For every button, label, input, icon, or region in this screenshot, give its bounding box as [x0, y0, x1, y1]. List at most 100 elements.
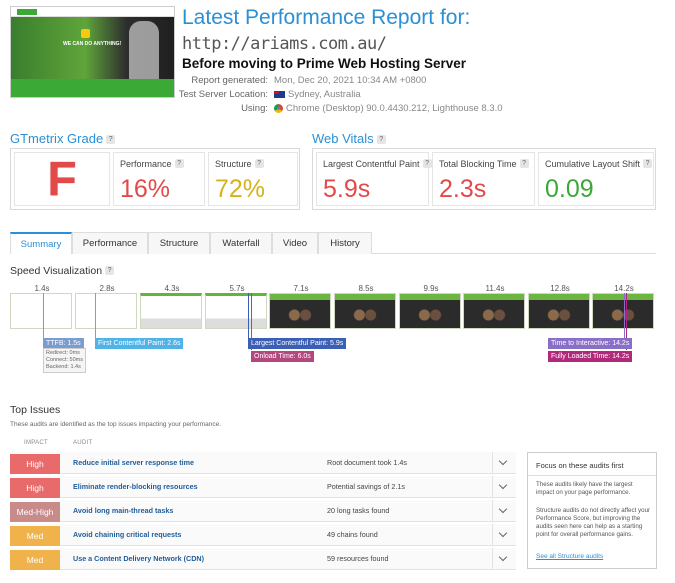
tab-structure[interactable]: Structure	[148, 232, 210, 254]
lcp-line	[248, 293, 249, 338]
report-url[interactable]: http://ariams.com.au/	[182, 34, 387, 54]
thumbnail-footer	[11, 79, 174, 97]
tick-label: 7.1s	[293, 284, 309, 293]
structure-value: 72%	[215, 175, 266, 203]
gtmetrix-grade-heading: GTmetrix Grade?	[10, 131, 116, 146]
thumbnail-person	[129, 21, 159, 79]
structure-cell: Structure? 72%	[208, 152, 298, 206]
expand-toggle[interactable]	[492, 500, 516, 522]
tbt-label: Total Blocking Time	[439, 159, 517, 169]
tab-history[interactable]: History	[318, 232, 372, 254]
tbt-value: 2.3s	[439, 175, 487, 203]
filmstrip-frame[interactable]	[269, 293, 331, 329]
tick-label: 2.8s	[99, 284, 115, 293]
ttfb-redirect: Redirect: 0ms	[46, 350, 80, 356]
audit-name[interactable]: Avoid chaining critical requests	[73, 530, 182, 539]
audit-result: Potential savings of 2.1s	[327, 482, 405, 491]
thumbnail-hexagon-icon	[81, 29, 90, 38]
filmstrip-frame[interactable]	[592, 293, 654, 329]
tick-label: 11.4s	[485, 284, 505, 293]
issue-row[interactable]: High Reduce initial server response time…	[10, 452, 516, 474]
filmstrip-frame[interactable]	[205, 293, 267, 329]
audit-name[interactable]: Reduce initial server response time	[73, 458, 195, 467]
help-icon[interactable]: ?	[519, 159, 529, 168]
impact-badge: Med	[10, 550, 60, 570]
fully-loaded-marker: Fully Loaded Time: 14.2s	[548, 351, 633, 362]
ttfb-backend: Backend: 1.4s	[46, 364, 81, 370]
impact-badge: High	[10, 478, 60, 498]
lcp-label-wrap: Largest Contentful Paint?	[323, 159, 432, 169]
filmstrip-frame[interactable]	[75, 293, 137, 329]
filmstrip-frame[interactable]	[140, 293, 202, 329]
report-generated-label: Report generated:	[191, 75, 268, 86]
tick-label: 14.2s	[614, 284, 634, 293]
audit-result: Root document took 1.4s	[327, 458, 407, 467]
web-vitals-panel: Largest Contentful Paint? 5.9s Total Blo…	[312, 148, 656, 210]
issue-row[interactable]: Med Use a Content Delivery Network (CDN)…	[10, 548, 516, 570]
audit-name[interactable]: Eliminate render-blocking resources	[73, 482, 198, 491]
cls-value: 0.09	[545, 175, 594, 203]
fcp-marker: First Contentful Paint: 2.6s	[95, 338, 184, 349]
focus-paragraph-1: These audits likely have the largest imp…	[536, 481, 633, 496]
performance-value: 16%	[120, 175, 171, 203]
audit-name[interactable]: Use a Content Delivery Network (CDN)	[73, 554, 204, 563]
tab-video[interactable]: Video	[272, 232, 318, 254]
impact-badge: Med	[10, 526, 60, 546]
lcp-marker: Largest Contentful Paint: 5.9s	[248, 338, 347, 349]
tick-label: 4.3s	[164, 284, 180, 293]
chrome-icon	[274, 103, 283, 113]
tick-label: 1.4s	[34, 284, 50, 293]
chevron-down-icon	[499, 506, 507, 514]
help-icon[interactable]: ?	[422, 159, 432, 168]
filmstrip-frame[interactable]	[399, 293, 461, 329]
focus-title: Focus on these audits first	[536, 461, 624, 470]
ttfb-breakdown: Redirect: 0ms Connect: 50ms Backend: 1.4…	[43, 348, 86, 373]
chevron-down-icon	[499, 458, 507, 466]
report-tabs: Summary Performance Structure Waterfall …	[10, 232, 656, 254]
australia-flag-icon	[274, 90, 285, 98]
structure-label: Structure	[215, 159, 252, 169]
expand-toggle[interactable]	[492, 524, 516, 546]
audit-name[interactable]: Avoid long main-thread tasks	[73, 506, 174, 515]
using-value-wrap: Chrome (Desktop) 90.0.4430.212, Lighthou…	[274, 103, 503, 114]
expand-toggle[interactable]	[492, 548, 516, 570]
report-generated-value: Mon, Dec 20, 2021 10:34 AM +0800	[274, 75, 427, 86]
audit-result: 20 long tasks found	[327, 506, 390, 515]
ttfb-marker: TTFB: 1.5s	[43, 338, 84, 349]
issue-row[interactable]: Med-High Avoid long main-thread tasks 20…	[10, 500, 516, 522]
cls-label-wrap: Cumulative Layout Shift?	[545, 159, 653, 169]
gtmetrix-grade-panel: F Performance? 16% Structure? 72%	[10, 148, 300, 210]
expand-toggle[interactable]	[492, 476, 516, 498]
tab-waterfall[interactable]: Waterfall	[210, 232, 272, 254]
issue-row[interactable]: High Eliminate render-blocking resources…	[10, 476, 516, 498]
location-value-wrap: Sydney, Australia	[274, 89, 361, 100]
filmstrip-frame[interactable]	[528, 293, 590, 329]
expand-toggle[interactable]	[492, 452, 516, 474]
page-screenshot-thumbnail: WE CAN DO ANYTHING!	[10, 6, 175, 98]
help-icon[interactable]: ?	[174, 159, 184, 168]
onload-line	[251, 293, 252, 350]
col-audit-header: AUDIT	[73, 440, 93, 446]
help-icon[interactable]: ?	[105, 266, 115, 275]
tick-label: 5.7s	[229, 284, 245, 293]
onload-marker: Onload Time: 6.0s	[251, 351, 314, 362]
filmstrip-frame[interactable]	[334, 293, 396, 329]
web-vitals-heading: Web Vitals?	[312, 131, 386, 146]
help-icon[interactable]: ?	[106, 135, 116, 144]
structure-label-wrap: Structure?	[215, 159, 264, 169]
report-subtitle: Before moving to Prime Web Hosting Serve…	[182, 56, 467, 71]
tab-performance[interactable]: Performance	[72, 232, 148, 254]
grade-letter-box: F	[14, 152, 110, 206]
tab-summary[interactable]: Summary	[10, 232, 72, 254]
filmstrip-frame[interactable]	[463, 293, 525, 329]
focus-audits-box: Focus on these audits first These audits…	[527, 452, 657, 569]
issue-row[interactable]: Med Avoid chaining critical requests 49 …	[10, 524, 516, 546]
location-value: Sydney, Australia	[288, 89, 361, 100]
chevron-down-icon	[499, 482, 507, 490]
help-icon[interactable]: ?	[376, 135, 386, 144]
filmstrip-frame[interactable]	[10, 293, 72, 329]
audit-result: 49 chains found	[327, 530, 378, 539]
help-icon[interactable]: ?	[643, 159, 653, 168]
help-icon[interactable]: ?	[254, 159, 264, 168]
see-all-structure-audits-link[interactable]: See all Structure audits	[536, 553, 604, 560]
